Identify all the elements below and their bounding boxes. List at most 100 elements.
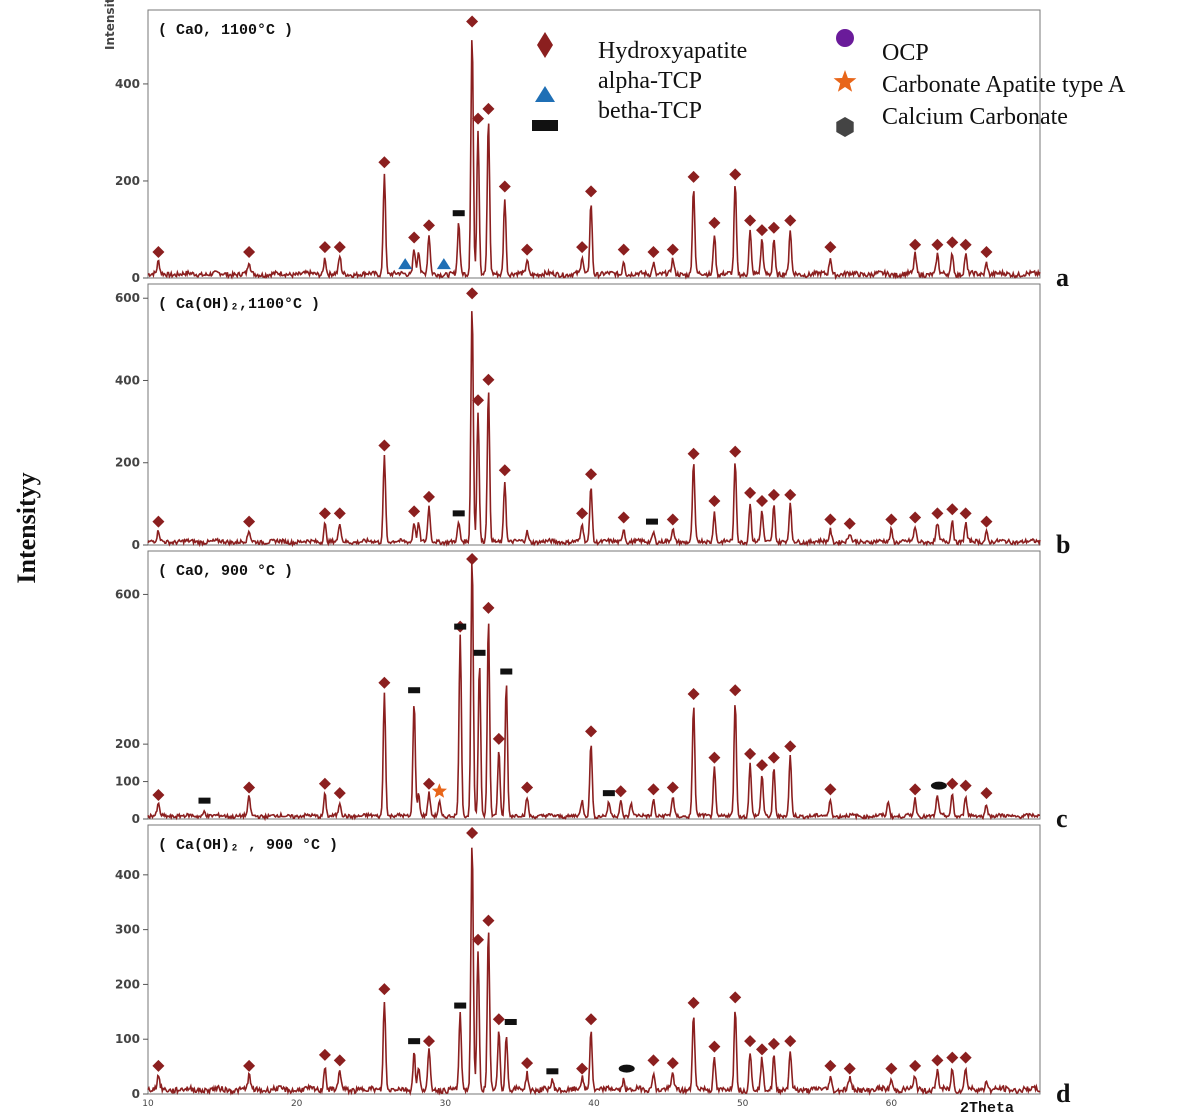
diamond-marker (767, 221, 780, 234)
diamond-marker (784, 488, 797, 501)
x-tick-label: 20 (291, 1099, 303, 1109)
diamond-marker (378, 156, 391, 169)
diamond-marker (617, 511, 630, 524)
y-tick-label: 200 (115, 174, 140, 188)
x-tick-label: 30 (440, 1099, 452, 1109)
panel-b: 0 200 400 600 ( Ca(OH)₂,1100°C ) b (115, 283, 1070, 559)
diamond-marker (585, 185, 598, 198)
diamond-marker (333, 507, 346, 520)
legend-entry: Calcium Carbonate (836, 104, 1068, 137)
panel-letter: a (1056, 263, 1069, 292)
diamond-marker (408, 505, 421, 518)
diamond-marker (466, 553, 479, 565)
carbonate-apatite-legend-marker (833, 70, 857, 92)
diamond-marker (492, 1013, 505, 1026)
y-tick-label: 100 (115, 1032, 140, 1046)
legend-entry: Carbonate Apatite type A (833, 70, 1126, 98)
diamond-marker (744, 747, 757, 760)
x-tick-label: 10 (142, 1099, 154, 1109)
diamond-marker (243, 246, 256, 259)
diamond-marker (666, 1057, 679, 1070)
panel-title: ( Ca(OH)₂,1100°C ) (158, 296, 320, 313)
rectangle-marker (408, 1038, 421, 1045)
diamond-marker (378, 676, 391, 689)
y-tick-label: 300 (115, 923, 140, 937)
diamond-marker (333, 1054, 346, 1067)
diamond-marker (909, 1059, 922, 1072)
diamond-marker (755, 1043, 768, 1056)
diamond-marker (492, 732, 505, 745)
y-axis-label: Intensityy (12, 472, 41, 583)
rectangle-marker (452, 210, 465, 217)
ocp-legend-marker (836, 29, 854, 47)
diamond-marker (408, 231, 421, 244)
diamond-marker (243, 515, 256, 528)
diamond-marker (576, 241, 589, 254)
hydroxyapatite-legend-marker (537, 32, 553, 58)
legend-label: OCP (882, 40, 929, 66)
legend-entry: betha-TCP (532, 98, 702, 131)
rectangle-marker (504, 1018, 517, 1025)
diamond-marker (729, 445, 742, 458)
diamond-marker (466, 287, 479, 300)
diamond-marker (843, 1062, 856, 1075)
y-tick-label: 400 (115, 868, 140, 882)
diamond-marker (909, 511, 922, 524)
calcium-carbonate-legend-marker (836, 117, 854, 137)
diamond-marker (931, 238, 944, 251)
diamond-marker (980, 787, 993, 800)
diamond-marker (576, 1062, 589, 1075)
panel-title: ( CaO, 900 °C ) (158, 563, 293, 580)
x-tick-label: 60 (886, 1099, 898, 1109)
xrd-trace (147, 311, 1041, 548)
diamond-marker (482, 601, 495, 614)
betha-tcp-legend-marker (532, 120, 558, 131)
legend-entry: OCP (836, 29, 929, 66)
diamond-marker (152, 1059, 165, 1072)
legend-label: betha-TCP (598, 98, 702, 124)
diamond-marker (521, 1057, 534, 1070)
triangle-marker (436, 258, 451, 270)
diamond-marker (333, 241, 346, 254)
diamond-marker (687, 170, 700, 183)
diamond-marker (498, 180, 511, 193)
diamond-marker (472, 112, 485, 125)
diamond-marker (585, 725, 598, 738)
diamond-marker (243, 781, 256, 794)
rectangle-marker (500, 668, 513, 675)
diamond-marker (784, 1035, 797, 1048)
diamond-marker (521, 243, 534, 256)
y-tick-label: 200 (115, 737, 140, 751)
diamond-marker (422, 219, 435, 232)
diamond-marker (708, 1040, 721, 1053)
panel-letter: c (1056, 804, 1068, 833)
diamond-marker (980, 246, 993, 259)
diamond-marker (959, 507, 972, 520)
diamond-marker (784, 214, 797, 227)
rectangle-marker (602, 790, 615, 797)
diamond-marker (318, 507, 331, 520)
diamond-marker (708, 216, 721, 229)
diamond-marker (946, 503, 959, 516)
alpha-tcp-legend-marker (535, 86, 555, 102)
diamond-marker (585, 1013, 598, 1026)
diamond-marker (824, 783, 837, 796)
legend-label: Carbonate Apatite type A (882, 72, 1126, 98)
y-tick-label: 0 (132, 538, 140, 552)
panel-c: 0 100 200 600 ( CaO, 900 °C ) c (115, 550, 1068, 833)
triangle-marker (398, 258, 413, 270)
diamond-marker (687, 687, 700, 700)
diamond-marker (729, 168, 742, 181)
legend-entry: alpha-TCP (535, 68, 702, 102)
diamond-marker (824, 241, 837, 254)
panel-letter: d (1056, 1079, 1071, 1108)
diamond-marker (767, 751, 780, 764)
diamond-marker (909, 238, 922, 251)
diamond-marker (647, 1054, 660, 1067)
diamond-marker (687, 996, 700, 1009)
diamond-marker (243, 1059, 256, 1072)
rectangle-marker (473, 649, 486, 656)
diamond-marker (946, 236, 959, 249)
diamond-marker (946, 777, 959, 790)
diamond-marker (614, 785, 627, 798)
